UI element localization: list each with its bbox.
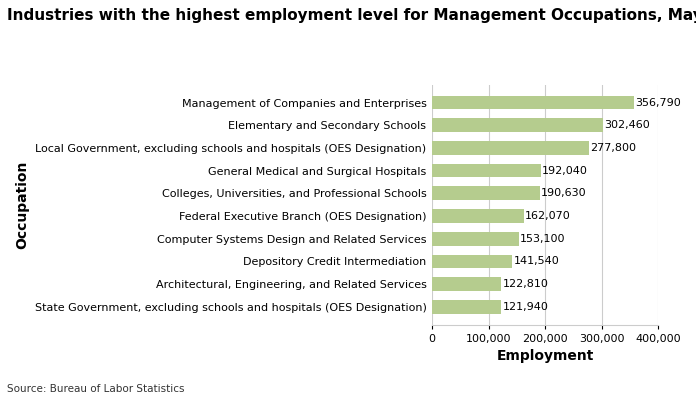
- Text: 121,940: 121,940: [503, 302, 548, 312]
- Text: 190,630: 190,630: [541, 188, 587, 198]
- Text: 277,800: 277,800: [590, 143, 637, 153]
- Bar: [432, 209, 523, 223]
- Bar: [432, 164, 541, 178]
- X-axis label: Employment: Employment: [496, 349, 594, 363]
- Text: 302,460: 302,460: [604, 120, 650, 130]
- Bar: [432, 232, 519, 246]
- Text: 192,040: 192,040: [542, 166, 588, 176]
- Text: Industries with the highest employment level for Management Occupations, May 201: Industries with the highest employment l…: [7, 8, 696, 23]
- Text: Source: Bureau of Labor Statistics: Source: Bureau of Labor Statistics: [7, 384, 184, 394]
- Bar: [432, 118, 603, 132]
- Bar: [432, 141, 589, 155]
- Bar: [432, 187, 540, 200]
- Text: 122,810: 122,810: [503, 279, 548, 289]
- Bar: [432, 277, 501, 291]
- Y-axis label: Occupation: Occupation: [15, 160, 29, 249]
- Bar: [432, 96, 634, 109]
- Text: 141,540: 141,540: [514, 256, 559, 266]
- Text: 153,100: 153,100: [520, 234, 565, 244]
- Bar: [432, 300, 501, 314]
- Text: 356,790: 356,790: [635, 98, 681, 107]
- Text: 162,070: 162,070: [525, 211, 571, 221]
- Bar: [432, 255, 512, 268]
